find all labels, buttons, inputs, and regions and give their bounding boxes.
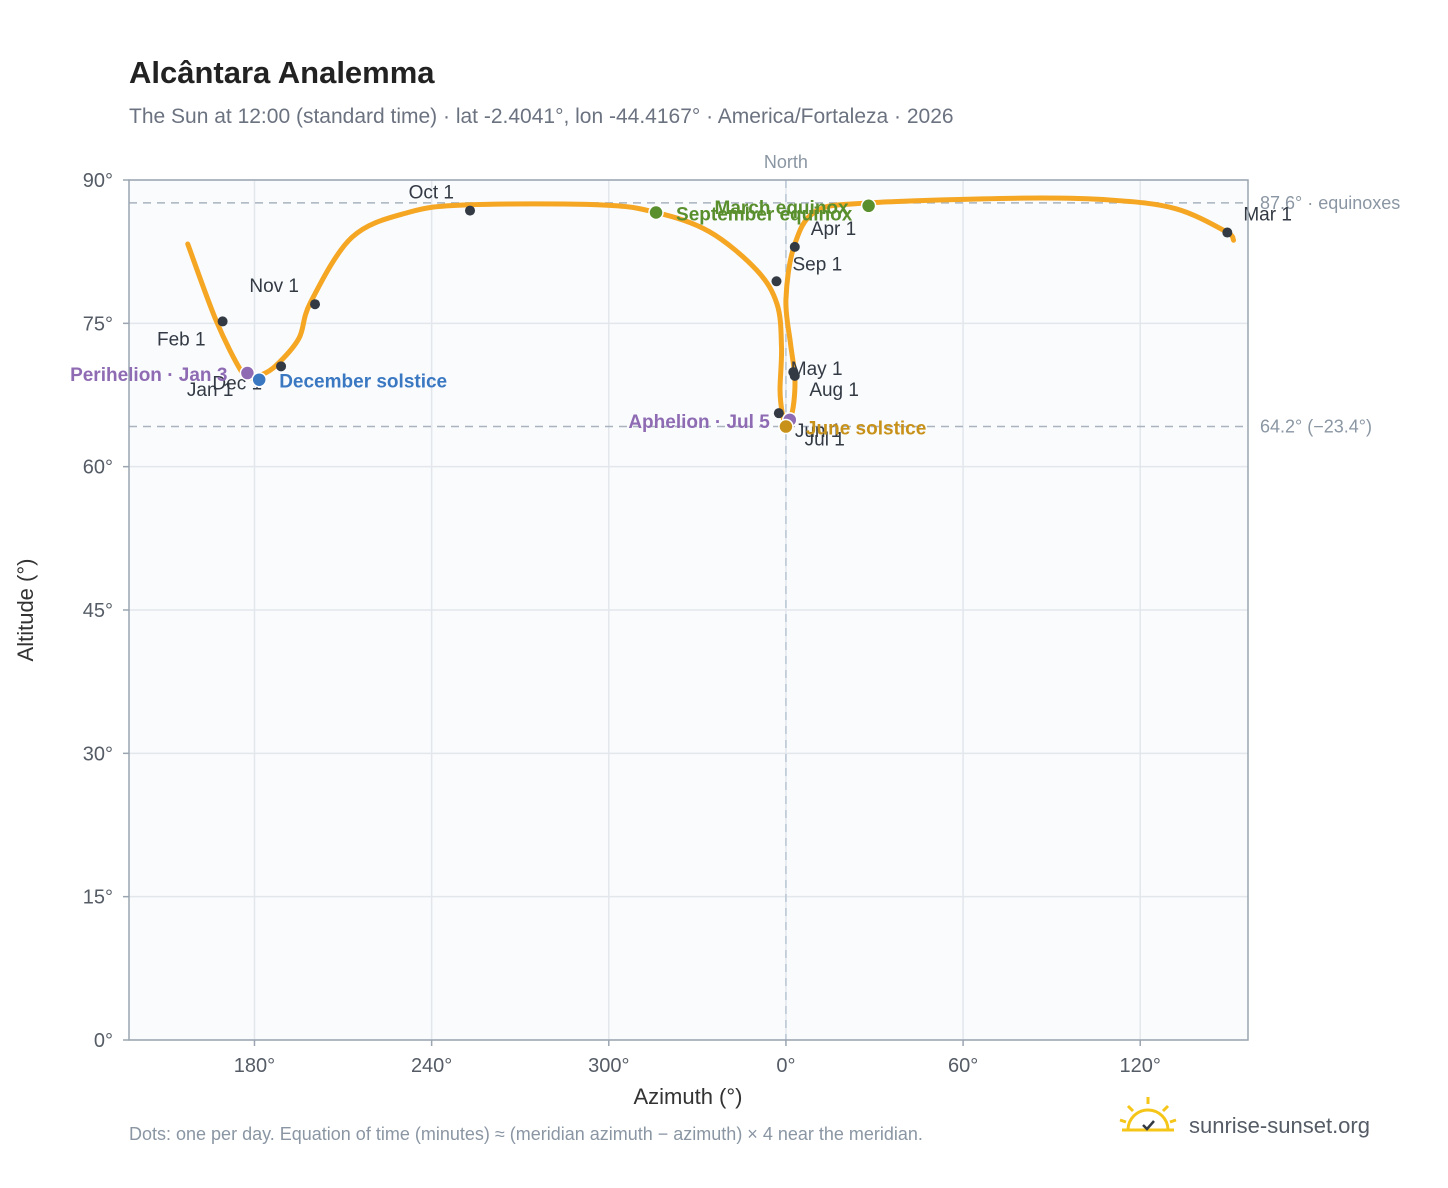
month-marker (1222, 227, 1233, 238)
event-marker (860, 198, 877, 214)
x-tick-label: 120° (1120, 1055, 1161, 1077)
month-marker-label: Oct 1 (409, 183, 454, 204)
event-label: December solstice (279, 372, 447, 393)
brand-name: sunrise-sunset.org (1189, 1113, 1370, 1138)
y-axis-title: Altitude (°) (13, 559, 38, 662)
event-label: June solstice (806, 419, 926, 440)
y-tick-label: 75° (83, 313, 113, 335)
month-marker (771, 276, 782, 287)
y-axis-ticks: 0° 15° 30° 45° 60° 75° 90° (83, 170, 129, 1052)
reference-line-label: 87.6° · equinoxes (1260, 193, 1400, 213)
north-label: North (764, 152, 808, 172)
month-marker-label: Nov 1 (249, 276, 299, 297)
footnote: Dots: one per day. Equation of time (min… (129, 1124, 923, 1144)
reference-line-label: 64.2° (−23.4°) (1260, 417, 1372, 437)
event-label: Perihelion · Jan 3 (70, 365, 227, 386)
month-marker-label: Jan 1 (187, 380, 233, 401)
y-tick-label: 0° (94, 1030, 113, 1052)
analemma-curve (185, 195, 1237, 427)
x-tick-label: 0° (776, 1055, 795, 1077)
x-tick-label: 60° (948, 1055, 978, 1077)
event-markers: Perihelion · Jan 3 December solstice March… (70, 198, 926, 440)
month-marker-label: Sep 1 (792, 254, 842, 275)
y-tick-label: 90° (83, 170, 113, 192)
month-marker-label: Apr 1 (811, 219, 856, 240)
analemma-path (185, 195, 1237, 427)
event-label: March equinox (715, 198, 850, 219)
event-marker (251, 371, 267, 388)
chart-title: Alcântara Analemma (129, 55, 435, 90)
grid-lines (129, 179, 1248, 1041)
event-label: Aphelion · Jul 5 (628, 412, 770, 433)
x-tick-label: 180° (234, 1055, 275, 1077)
event-label: September equinox (676, 204, 853, 225)
month-marker (788, 367, 799, 378)
y-tick-label: 45° (83, 600, 113, 622)
month-marker-label: Mar 1 (1243, 205, 1292, 226)
event-marker (648, 204, 664, 221)
month-marker (217, 316, 228, 327)
month-marker-label: Aug 1 (809, 380, 859, 401)
month-marker (789, 241, 800, 252)
event-marker (239, 365, 256, 381)
month-marker-label: Jul 1 (805, 430, 845, 451)
y-tick-label: 15° (83, 887, 113, 909)
event-marker (778, 418, 794, 435)
y-tick-label: 30° (83, 743, 113, 765)
x-tick-label: 300° (588, 1055, 629, 1077)
month-marker-label: May 1 (791, 359, 843, 380)
month-marker (773, 408, 784, 419)
month-marker (310, 299, 321, 310)
month-marker (276, 361, 287, 372)
chart-subtitle: The Sun at 12:00 (standard time) · lat -… (129, 105, 954, 128)
sun-logo-icon (1119, 1097, 1177, 1132)
y-tick-label: 60° (83, 457, 113, 479)
x-axis-ticks: 180° 240° 300° 0° 60° 120° (234, 1040, 1161, 1077)
month-marker (465, 205, 476, 216)
month-marker-label: Feb 1 (157, 329, 206, 350)
x-tick-label: 240° (411, 1055, 452, 1077)
month-marker-label: Jun 1 (795, 421, 841, 442)
x-axis-title: Azimuth (°) (633, 1084, 742, 1109)
